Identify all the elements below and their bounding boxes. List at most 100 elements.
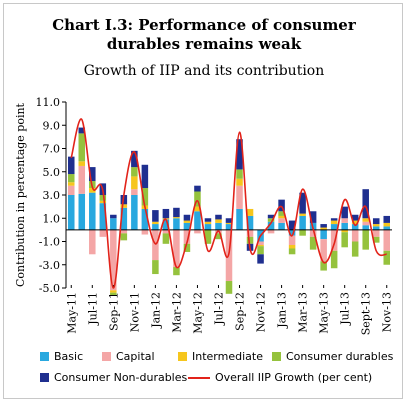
bar-capital-sep-12 [236, 185, 243, 209]
bar-capital-may-13 [320, 239, 327, 262]
bar-capital-jun-13 [330, 229, 338, 251]
bar-consumer-durables-jul-12 [215, 233, 222, 240]
bar-intermediate-jul-12 [215, 219, 222, 223]
bar-basic-nov-13 [383, 226, 390, 230]
bar-consumer-non-durables-oct-13 [372, 218, 380, 225]
bar-consumer-non-durables-nov-12 [257, 254, 264, 264]
bar-consumer-non-durables-nov-11 [131, 150, 138, 168]
bar-consumer-durables-jun-12 [204, 229, 212, 244]
label-layer: 11.0 9.0 7.0 5.0 3.0 1.0 -1.0 -3.0 -5.0 May-11 Jul… [36, 96, 394, 335]
bar-intermediate-oct-11 [120, 204, 128, 208]
bar-consumer-non-durables-may-13 [320, 224, 327, 228]
x-tick-label: Jul-12 [212, 292, 225, 326]
bar-capital-nov-13 [383, 229, 390, 251]
bar-consumer-durables-feb-12 [162, 233, 170, 244]
line-overall-iip-growth [70, 118, 387, 289]
bar-consumer-durables-feb-13 [288, 248, 296, 255]
bar-consumer-non-durables-jul-11 [89, 167, 96, 182]
x-tick-label: May-11 [65, 292, 78, 334]
legend-item-capital: Capital [102, 350, 155, 363]
x-tick-label: Mar-13 [297, 292, 310, 333]
bar-basic-sept-13 [362, 225, 369, 230]
bar-consumer-durables-may-11 [68, 174, 75, 183]
x-tick-label: Nov-13 [381, 292, 394, 332]
bar-consumer-non-durables-jun-12 [204, 218, 212, 222]
bar-intermediate-jul-11 [89, 188, 96, 193]
legend-item-intermediate: Intermediate [178, 350, 263, 363]
bar-intermediate-aug-11 [99, 200, 107, 204]
x-tick-label: Jan-13 [276, 292, 289, 329]
bar-intermediate-nov-11 [131, 176, 138, 190]
bar-consumer-non-durables-aug-12 [225, 218, 233, 223]
y-tick-label: -1.0 [39, 236, 60, 249]
bar-basic-feb-12 [162, 219, 170, 230]
bar-capital-dec-11 [141, 229, 149, 235]
bar-consumer-non-durables-nov-13 [383, 215, 390, 223]
bar-intermediate-jan-12 [152, 221, 159, 225]
bar-intermediate-mar-13 [299, 213, 306, 216]
legend-item-nondurables: Consumer Non-durables [40, 371, 187, 384]
x-tick-label: May-13 [318, 292, 331, 334]
legend-label-intermediate: Intermediate [192, 350, 263, 363]
bar-basic-apr-12 [183, 222, 191, 230]
x-tick-label: Sept-13 [360, 292, 373, 335]
bar-basic-jun-11 [78, 193, 86, 230]
bar-basic-oct-12 [246, 215, 254, 230]
chart-subtitle: Growth of IIP and its contribution [83, 63, 325, 79]
bar-consumer-durables-aug-11 [99, 195, 107, 201]
x-tick-label: Nov-11 [128, 292, 141, 332]
bar-intermediate-may-13 [320, 227, 327, 230]
bar-basic-may-12 [194, 211, 201, 230]
bar-consumer-durables-sep-12 [236, 169, 243, 179]
y-tick-label: 9.0 [43, 119, 61, 132]
bar-intermediate-jun-11 [78, 161, 86, 166]
bar-capital-jul-11 [89, 229, 96, 255]
bar-consumer-non-durables-mar-13 [299, 192, 306, 214]
bar-capital-nov-11 [131, 189, 138, 195]
bar-basic-jun-12 [204, 224, 212, 230]
bar-capital-nov-12 [257, 241, 264, 245]
bar-intermediate-jul-13 [341, 229, 348, 233]
bar-basic-jan-12 [152, 224, 159, 230]
bar-consumer-non-durables-jan-13 [278, 199, 285, 212]
bar-consumer-non-durables-dec-12 [267, 214, 275, 219]
line-layer [70, 118, 387, 289]
legend-line-overall [188, 376, 210, 379]
y-tick-label: 5.0 [43, 166, 61, 179]
bar-intermediate-sept-13 [362, 218, 369, 222]
bar-consumer-durables-mar-12 [173, 267, 180, 276]
x-tick-label: Sep-11 [107, 292, 120, 331]
bar-basic-mar-13 [299, 215, 306, 230]
legend-label-capital: Capital [116, 350, 155, 363]
bar-basic-aug-11 [99, 203, 107, 230]
bar-basic-nov-11 [131, 195, 138, 230]
bar-consumer-non-durables-jan-12 [152, 210, 159, 222]
bar-intermediate-feb-13 [288, 244, 296, 249]
legend-label-nondurables: Consumer Non-durables [54, 371, 188, 384]
bar-capital-jun-11 [78, 165, 86, 194]
bar-consumer-durables-may-12 [194, 191, 201, 207]
legend-item-basic: Basic [40, 350, 83, 363]
bar-basic-oct-11 [120, 207, 128, 230]
bar-basic-jun-13 [330, 224, 338, 230]
y-tick-label: -3.0 [39, 259, 60, 272]
bar-consumer-durables-sept-13 [362, 229, 369, 250]
bar-consumer-non-durables-mar-12 [173, 207, 180, 218]
bar-intermediate-oct-13 [372, 224, 380, 227]
legend-swatch-durables [272, 352, 281, 361]
bar-basic-aug-12 [225, 224, 233, 230]
bar-capital-may-11 [68, 185, 75, 195]
x-tick-label: Jan-12 [149, 292, 162, 329]
bar-consumer-durables-jun-13 [330, 250, 338, 269]
x-tick-label: Nov-12 [255, 292, 268, 332]
bar-consumer-non-durables-feb-13 [288, 220, 296, 230]
bar-capital-jul-13 [341, 218, 348, 223]
bar-capital-dec-12 [267, 229, 275, 234]
bar-capital-sept-13 [362, 221, 369, 226]
bar-intermediate-sep-11 [110, 290, 117, 293]
bar-consumer-non-durables-aug-13 [351, 214, 359, 221]
bar-basic-jul-11 [89, 192, 96, 230]
bar-consumer-durables-jan-13 [278, 211, 285, 216]
y-tick-label: 11.0 [36, 96, 61, 109]
bar-consumer-non-durables-apr-12 [183, 214, 191, 221]
